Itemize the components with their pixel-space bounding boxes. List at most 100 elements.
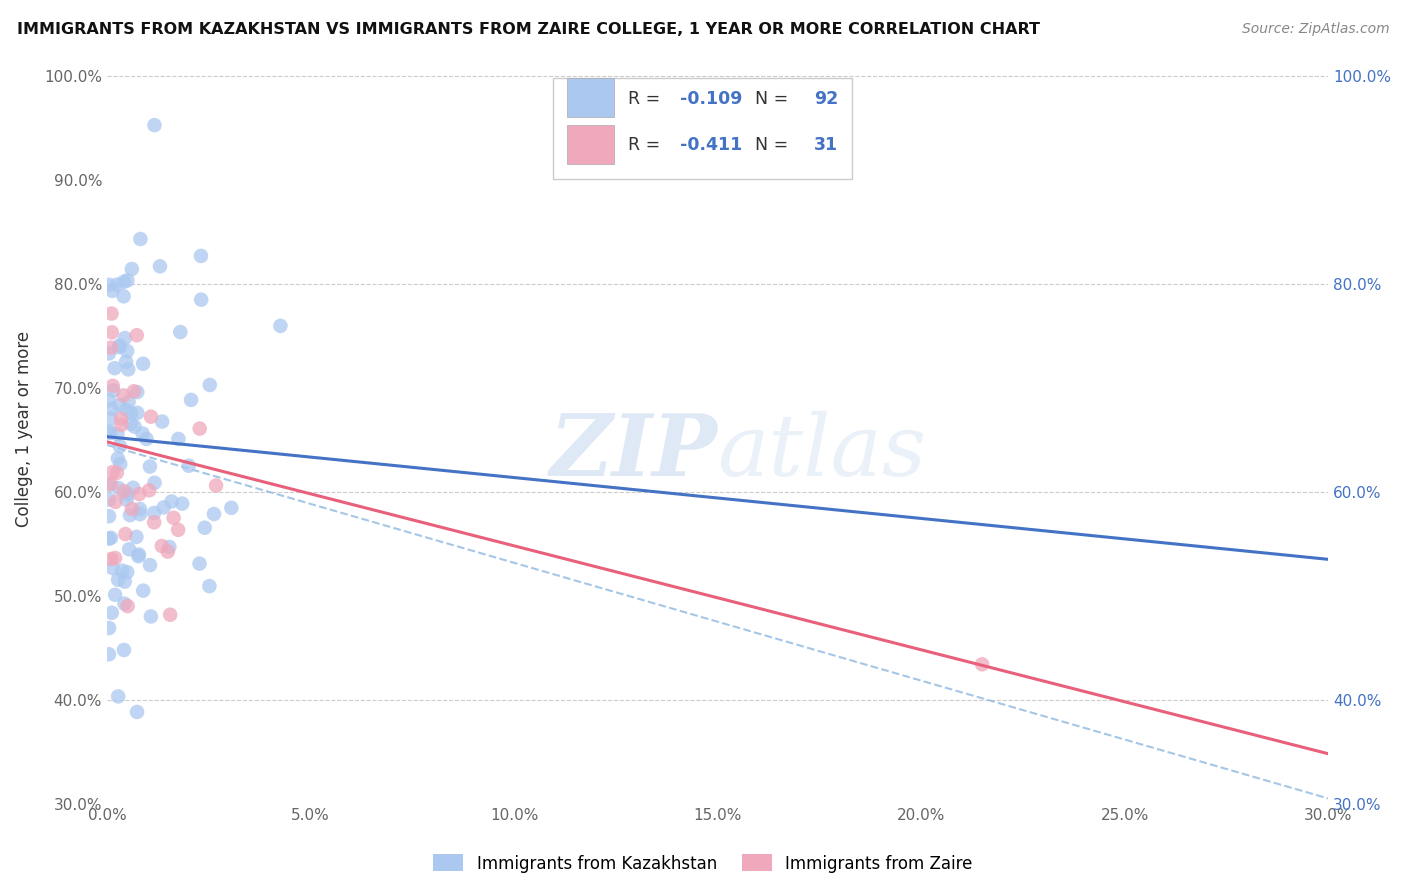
Point	[103, 361, 125, 376]
Point	[205, 478, 228, 492]
Point	[101, 561, 124, 575]
Point	[221, 500, 243, 515]
Point	[98, 492, 121, 507]
Point	[169, 325, 191, 339]
Point	[128, 487, 150, 501]
Point	[101, 378, 124, 392]
Point	[112, 388, 135, 402]
Point	[98, 509, 121, 524]
Point	[160, 494, 183, 508]
Point	[127, 385, 149, 400]
Point	[100, 552, 122, 566]
Point	[143, 475, 166, 490]
Point	[115, 492, 138, 507]
Point	[167, 432, 190, 446]
Point	[98, 277, 121, 292]
Point	[121, 502, 143, 516]
Text: -0.411: -0.411	[679, 136, 742, 154]
Point	[100, 307, 122, 321]
Point	[127, 406, 149, 420]
Point	[194, 521, 217, 535]
Point	[152, 500, 174, 515]
Point	[139, 409, 162, 424]
Point	[129, 507, 152, 521]
FancyBboxPatch shape	[553, 78, 852, 178]
Point	[107, 573, 129, 587]
Point	[202, 507, 225, 521]
Point	[98, 425, 121, 440]
Point	[180, 392, 202, 407]
Point	[190, 249, 212, 263]
Point	[107, 451, 129, 466]
Point	[98, 532, 121, 546]
Point	[110, 457, 132, 471]
Point	[110, 417, 132, 432]
Point	[972, 657, 994, 672]
Point	[114, 574, 136, 589]
Point	[159, 607, 181, 622]
Point	[118, 542, 141, 557]
Point	[120, 417, 142, 431]
Y-axis label: College, 1 year or more: College, 1 year or more	[15, 331, 32, 527]
Text: -0.109: -0.109	[679, 90, 742, 108]
Bar	[568, 125, 614, 164]
Point	[98, 346, 121, 360]
Point	[100, 411, 122, 425]
Point	[122, 384, 145, 399]
Point	[112, 275, 135, 289]
Point	[112, 484, 135, 499]
Point	[188, 421, 211, 435]
Point	[103, 384, 125, 398]
Point	[101, 606, 124, 620]
Point	[108, 398, 131, 412]
Point	[110, 411, 132, 425]
Point	[139, 609, 162, 624]
Point	[143, 516, 166, 530]
Text: 31: 31	[814, 136, 838, 154]
Point	[122, 481, 145, 495]
Point	[157, 540, 180, 554]
Point	[139, 558, 162, 573]
Point	[112, 643, 135, 657]
Point	[105, 277, 128, 292]
Point	[198, 579, 221, 593]
Point	[156, 544, 179, 558]
Point	[143, 506, 166, 520]
Text: N =: N =	[744, 136, 794, 154]
Text: 92: 92	[814, 90, 838, 108]
Point	[117, 487, 139, 501]
Point	[108, 340, 131, 354]
Point	[269, 318, 291, 333]
Text: R =: R =	[628, 136, 666, 154]
Point	[101, 284, 124, 298]
Point	[100, 531, 122, 545]
Point	[108, 338, 131, 352]
Point	[115, 403, 138, 417]
Point	[139, 459, 162, 474]
Point	[114, 331, 136, 345]
Point	[117, 273, 139, 287]
Point	[100, 477, 122, 491]
Point	[101, 465, 124, 479]
Point	[138, 483, 160, 498]
Text: ZIP: ZIP	[550, 410, 717, 493]
Point	[111, 564, 134, 578]
Text: N =: N =	[744, 90, 794, 108]
Point	[162, 510, 184, 524]
Point	[150, 539, 173, 553]
Point	[143, 118, 166, 132]
Point	[100, 401, 122, 416]
Point	[117, 394, 139, 409]
Text: R =: R =	[628, 90, 666, 108]
Point	[115, 565, 138, 579]
Point	[127, 549, 149, 564]
Point	[100, 341, 122, 355]
Point	[132, 583, 155, 598]
Point	[124, 419, 146, 434]
Point	[114, 527, 136, 541]
Point	[98, 393, 121, 408]
Point	[125, 328, 148, 343]
Point	[105, 466, 128, 480]
Point	[112, 289, 135, 303]
Point	[177, 458, 200, 473]
